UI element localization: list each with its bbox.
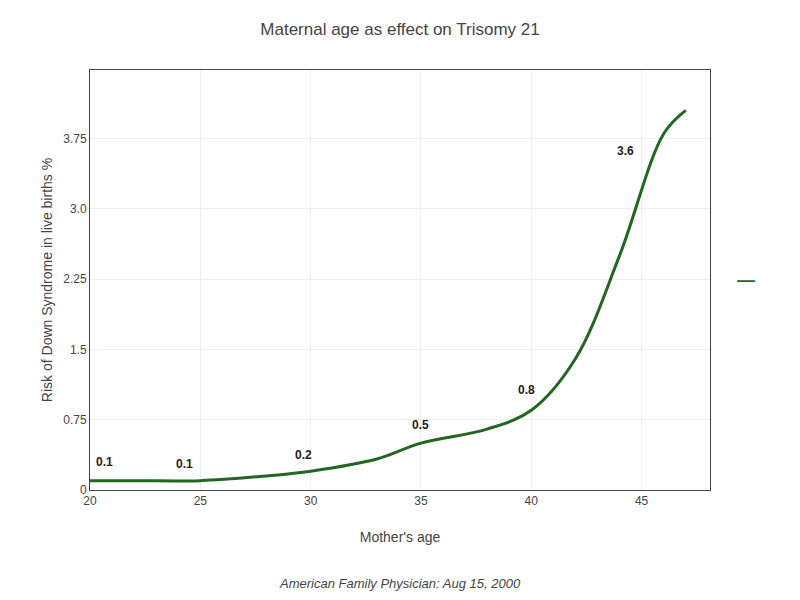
svg-text:1.5: 1.5 xyxy=(70,343,87,357)
svg-text:45: 45 xyxy=(635,494,649,508)
svg-text:0.1: 0.1 xyxy=(96,455,113,469)
svg-text:20: 20 xyxy=(83,494,97,508)
svg-text:3.0: 3.0 xyxy=(70,202,87,216)
svg-text:3.6: 3.6 xyxy=(617,144,634,158)
svg-text:0.5: 0.5 xyxy=(412,418,429,432)
svg-text:30: 30 xyxy=(304,494,318,508)
svg-text:0.1: 0.1 xyxy=(176,457,193,471)
svg-text:0.2: 0.2 xyxy=(295,448,312,462)
svg-text:Maternal age as effect on Tris: Maternal age as effect on Trisomy 21 xyxy=(260,20,539,39)
svg-text:35: 35 xyxy=(414,494,428,508)
svg-text:40: 40 xyxy=(525,494,539,508)
svg-text:American Family Physician: Aug: American Family Physician: Aug 15, 2000 xyxy=(279,576,521,591)
svg-text:3.75: 3.75 xyxy=(63,132,87,146)
svg-text:Mother's age: Mother's age xyxy=(360,529,441,545)
svg-text:0.75: 0.75 xyxy=(63,413,87,427)
svg-text:25: 25 xyxy=(194,494,208,508)
svg-text:Risk of Down Syndrome in live: Risk of Down Syndrome in live births % xyxy=(39,158,55,402)
svg-text:0.8: 0.8 xyxy=(518,383,535,397)
svg-text:2.25: 2.25 xyxy=(63,272,87,286)
svg-text:0: 0 xyxy=(80,483,87,497)
svg-text:—: — xyxy=(737,270,755,290)
